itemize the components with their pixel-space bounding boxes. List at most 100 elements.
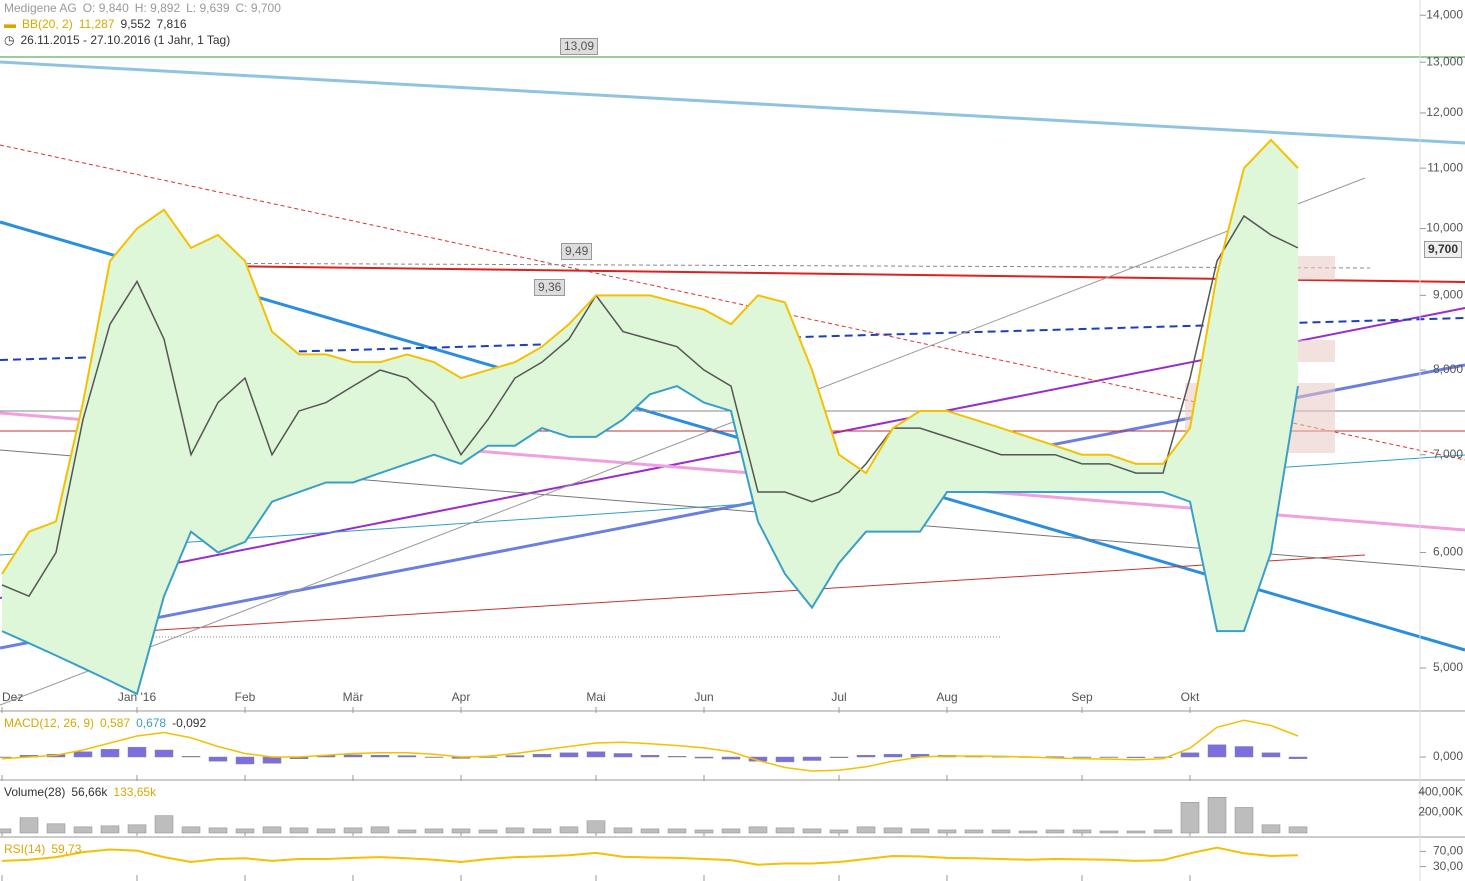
indicator-value: 7,816 [156, 17, 187, 31]
ohlc: C: 9,700 [235, 1, 281, 15]
y-tick-label: 13,000 [1426, 54, 1463, 68]
macd-header: MACD(12, 26, 9) 0,587 0,678 -0,092 [4, 715, 212, 731]
bar [1207, 797, 1227, 834]
bar [1207, 744, 1227, 758]
bar [505, 827, 525, 834]
bar [667, 828, 687, 834]
panel-value: -0,092 [172, 716, 207, 730]
bar [370, 826, 390, 834]
bar [505, 755, 525, 758]
panel-title: Volume(28) [4, 785, 66, 799]
legend-icon: ▬ [4, 17, 16, 31]
bar [451, 828, 471, 834]
ohlc: L: 9,639 [186, 1, 230, 15]
bar [1153, 756, 1173, 758]
y-tick-label: 70,00 [1433, 844, 1463, 858]
panel-value: 59,73 [51, 842, 82, 856]
bar [73, 751, 93, 758]
bar [1288, 826, 1308, 834]
bar [262, 826, 282, 834]
y-tick-label: 8,000 [1433, 362, 1463, 376]
bar [1234, 807, 1254, 834]
bar [100, 825, 120, 834]
bar [478, 829, 498, 834]
y-tick-label: 7,000 [1433, 447, 1463, 461]
bar [883, 827, 903, 834]
bar [100, 749, 120, 758]
bar [0, 828, 12, 834]
bar [613, 753, 633, 758]
y-tick-label: 6,000 [1433, 545, 1463, 559]
bar [640, 828, 660, 834]
ohlc: H: 9,892 [134, 1, 181, 15]
indicator-value: 11,287 [78, 17, 115, 31]
bar [559, 752, 579, 758]
bar [1045, 829, 1065, 834]
y-tick-label: 5,000 [1433, 660, 1463, 674]
clock-icon: ◷ [4, 33, 15, 47]
panel-value: 56,66k [71, 785, 108, 799]
series-line [1, 138, 1299, 575]
bar [1045, 756, 1065, 758]
panel-value: 0,678 [136, 716, 167, 730]
bar [1288, 756, 1308, 759]
bar [127, 824, 147, 834]
annotation: 9,49 [561, 243, 593, 260]
bar [613, 827, 633, 834]
period: 26.11.2015 - 27.10.2016 (1 Jahr, 1 Tag) [20, 33, 231, 47]
y-tick-label: 10,000 [1426, 221, 1463, 235]
bar [397, 755, 417, 758]
bar [748, 826, 768, 834]
trendline [29, 554, 1366, 639]
bar [208, 756, 228, 762]
x-tick-label: Jan '16 [118, 690, 157, 704]
bar [1072, 829, 1092, 834]
x-tick-label: Dez [2, 690, 23, 704]
x-tick-label: Okt [1181, 690, 1200, 704]
panel-value: 0,587 [100, 716, 131, 730]
y-tick-label: 9,000 [1433, 288, 1463, 302]
bar [1018, 830, 1038, 834]
trendline [0, 60, 1465, 145]
bar [181, 826, 201, 834]
last-price: 9,700 [1424, 241, 1463, 258]
bar [289, 827, 309, 834]
bar [856, 755, 876, 758]
bar [235, 828, 255, 834]
x-tick-label: Mai [586, 690, 605, 704]
bar [370, 755, 390, 758]
bar [721, 828, 741, 834]
band-area [2, 139, 1298, 694]
bar [46, 823, 66, 834]
indicator-name: BB(20, 2) [22, 17, 73, 31]
bar [397, 829, 417, 834]
bar [991, 829, 1011, 834]
header: Medigene AG O: 9,840 H: 9,892 L: 9,639 C: 9,… [4, 0, 287, 16]
volume-header: Volume(28) 56,66k 133,65k [4, 784, 162, 800]
bar [883, 753, 903, 758]
bar [343, 754, 363, 758]
bar [667, 756, 687, 758]
bar [910, 828, 930, 834]
x-tick-label: Jul [831, 690, 846, 704]
series-line [1, 214, 1299, 598]
period-header: ◷ 26.11.2015 - 27.10.2016 (1 Jahr, 1 Tag) [4, 32, 236, 48]
bar [154, 815, 174, 834]
bar [19, 817, 39, 834]
x-tick-label: Apr [452, 690, 471, 704]
bar [802, 828, 822, 834]
bar [424, 756, 444, 758]
bar [640, 755, 660, 758]
bar [532, 753, 552, 758]
ohlc: O: 9,840 [82, 1, 129, 15]
panel-title: MACD(12, 26, 9) [4, 716, 95, 730]
y-tick-label: 200,00K [1418, 805, 1463, 819]
annotation: 9,36 [534, 279, 566, 296]
y-tick-label: 0,000 [1433, 749, 1463, 763]
bar [1180, 752, 1200, 758]
bar [559, 826, 579, 834]
x-tick-label: Sep [1071, 690, 1093, 704]
bar [694, 829, 714, 834]
